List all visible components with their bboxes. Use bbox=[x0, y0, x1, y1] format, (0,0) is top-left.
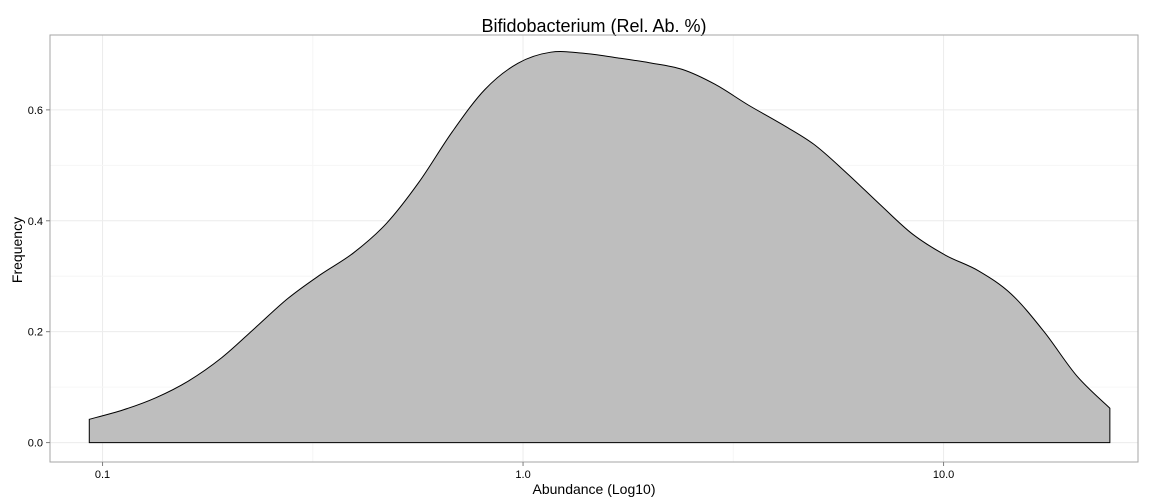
y-tick-label-2: 0.4 bbox=[28, 216, 43, 228]
y-tick-label-0: 0.0 bbox=[28, 438, 43, 450]
density-area-layer bbox=[88, 51, 1111, 444]
plot-panel-border bbox=[49, 34, 1139, 463]
x-axis-title: Abundance (Log10) bbox=[533, 481, 656, 497]
x-tick-label-0: 0.1 bbox=[95, 469, 110, 481]
y-axis-title: Frequency bbox=[9, 217, 25, 283]
x-tick-label-2: 10.0 bbox=[933, 469, 954, 481]
y-tick-label-1: 0.2 bbox=[28, 327, 43, 339]
axis-tick-layer: 0.1 1.0 10.0 0.0 0.2 0.4 0.6 bbox=[28, 105, 955, 481]
density-area bbox=[88, 51, 1111, 444]
chart-title: Bifidobacterium (Rel. Ab. %) bbox=[481, 16, 706, 36]
y-tick-label-3: 0.6 bbox=[28, 105, 43, 117]
x-tick-label-1: 1.0 bbox=[515, 469, 530, 481]
